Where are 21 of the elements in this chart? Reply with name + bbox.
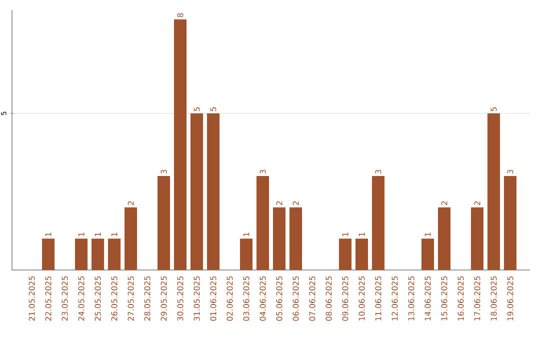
bar <box>42 238 55 270</box>
bar <box>124 207 138 270</box>
bar <box>355 238 368 270</box>
bar <box>487 113 500 270</box>
bar <box>470 207 484 270</box>
bar <box>289 207 302 270</box>
bar <box>108 238 121 270</box>
bar <box>504 176 516 270</box>
bar <box>190 113 204 270</box>
bar <box>438 207 450 270</box>
bar <box>372 176 385 270</box>
bar <box>421 238 434 270</box>
bar <box>240 238 253 270</box>
bar <box>338 238 352 270</box>
bar <box>272 207 286 270</box>
bar <box>256 176 270 270</box>
bar <box>158 176 170 270</box>
bar <box>92 238 104 270</box>
bar <box>174 19 187 270</box>
bar <box>206 113 220 270</box>
bar <box>75 238 88 270</box>
